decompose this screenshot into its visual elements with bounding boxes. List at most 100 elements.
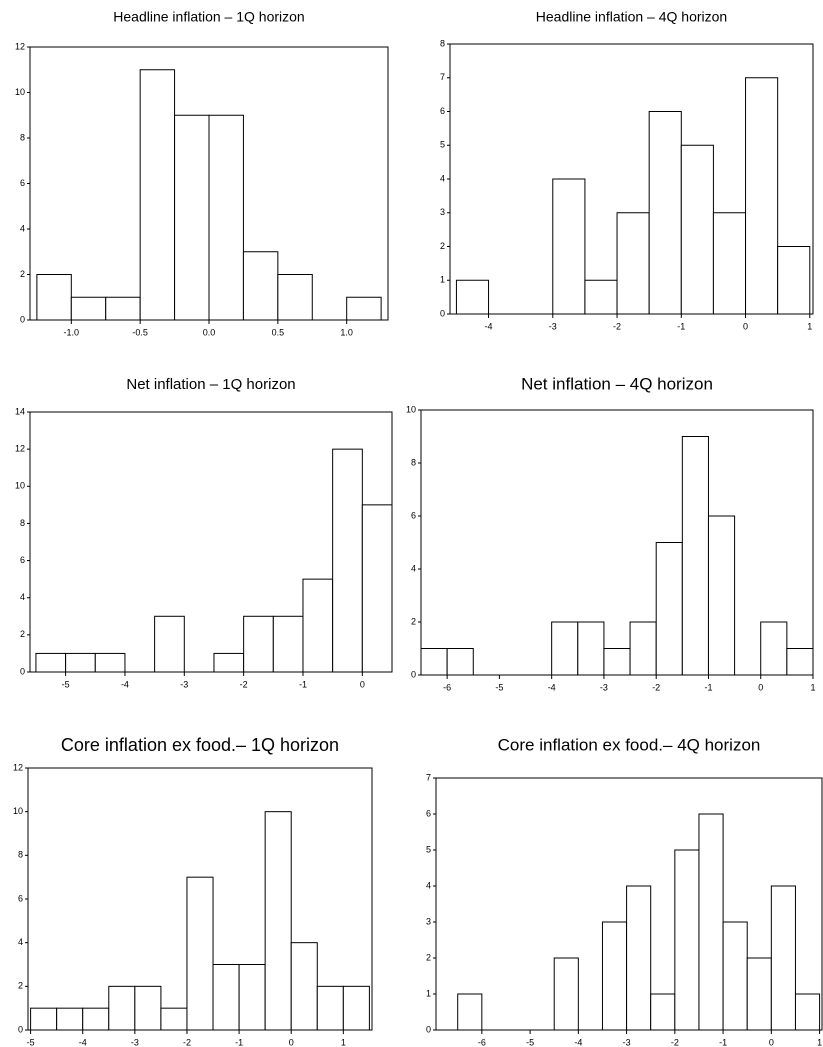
- x-tick-label: -4: [574, 1037, 582, 1047]
- x-tick-label: -1: [719, 1037, 727, 1047]
- histogram-bar: [342, 985, 370, 1031]
- y-tick-label: 0: [18, 1024, 23, 1034]
- histogram-bar: [712, 212, 747, 315]
- histogram-bar: [650, 993, 676, 1031]
- x-tick-label: -2: [240, 679, 248, 689]
- y-tick-label: 6: [18, 893, 23, 903]
- histogram-bar: [603, 648, 631, 676]
- y-tick-label: 7: [440, 72, 445, 82]
- y-tick-label: 0: [440, 308, 445, 318]
- y-tick-label: 2: [20, 269, 25, 279]
- x-tick-label: 0: [769, 1037, 774, 1047]
- x-tick-label: -3: [600, 682, 608, 692]
- chart-title: Net inflation – 1Q horizon: [126, 376, 295, 393]
- x-tick-label: -5: [27, 1037, 35, 1047]
- histogram-bar: [139, 69, 176, 321]
- y-tick-label: 1: [440, 275, 445, 285]
- histogram-bar: [674, 849, 700, 1031]
- histogram-bar: [290, 942, 318, 1031]
- y-tick-label: 6: [411, 510, 416, 520]
- histogram-bar: [707, 515, 736, 676]
- chart-title: Headline inflation – 4Q horizon: [536, 9, 727, 25]
- histogram-bar: [455, 279, 490, 315]
- y-tick-label: 0: [426, 1024, 431, 1034]
- histogram-bar: [722, 921, 748, 1031]
- histogram-bar: [746, 957, 772, 1031]
- x-tick-label: 0.0: [203, 327, 216, 337]
- y-tick-label: 6: [426, 808, 431, 818]
- x-tick-label: -6: [443, 682, 451, 692]
- x-tick-label: 1: [807, 321, 812, 331]
- y-tick-label: 6: [20, 178, 25, 188]
- histogram-bar: [242, 251, 279, 321]
- y-tick-label: 2: [426, 952, 431, 962]
- x-tick-label: 0: [743, 321, 748, 331]
- y-tick-label: 7: [426, 772, 431, 782]
- x-tick-label: 1: [817, 1037, 822, 1047]
- y-tick-label: 2: [440, 241, 445, 251]
- histogram-bar: [272, 615, 304, 673]
- y-tick-label: 6: [440, 106, 445, 116]
- y-tick-label: 12: [15, 41, 25, 51]
- histogram-bar: [680, 144, 714, 315]
- histogram-bar: [134, 985, 162, 1031]
- x-tick-label: 0: [758, 682, 763, 692]
- y-tick-label: 10: [13, 806, 23, 816]
- x-tick-label: -1: [235, 1037, 243, 1047]
- y-tick-label: 10: [15, 481, 25, 491]
- y-tick-label: 2: [411, 616, 416, 626]
- histogram-bar: [238, 964, 266, 1031]
- x-tick-label: -2: [671, 1037, 679, 1047]
- y-tick-label: 8: [440, 38, 445, 48]
- y-tick-label: 12: [13, 762, 23, 772]
- histogram-bar: [346, 296, 382, 321]
- histogram-bar: [65, 652, 96, 673]
- y-tick-label: 2: [18, 981, 23, 991]
- histogram-bar: [446, 648, 474, 676]
- histogram-bar: [82, 1007, 110, 1031]
- x-tick-label: -1.0: [64, 327, 80, 337]
- histogram-bar: [457, 993, 483, 1031]
- histogram-bar: [35, 652, 67, 673]
- histogram-bar: [105, 296, 141, 321]
- histogram-bar: [277, 274, 313, 321]
- histogram-bar: [648, 111, 682, 315]
- histogram-bar: [551, 621, 579, 676]
- y-tick-label: 4: [440, 173, 445, 183]
- y-tick-label: 8: [411, 457, 416, 467]
- x-tick-label: 1: [341, 1037, 346, 1047]
- histogram-bar: [208, 114, 244, 321]
- histogram-bar: [174, 114, 210, 321]
- histogram-bar: [108, 985, 136, 1031]
- x-tick-label: 0.5: [272, 327, 285, 337]
- x-tick-label: -5: [62, 679, 70, 689]
- x-tick-label: -3: [549, 321, 557, 331]
- histogram-bar: [777, 246, 811, 315]
- histogram-bar: [332, 448, 363, 673]
- y-tick-label: 4: [411, 563, 416, 573]
- y-tick-label: 8: [20, 132, 25, 142]
- x-tick-label: -2: [183, 1037, 191, 1047]
- histogram-bar: [420, 648, 448, 676]
- histogram-bar: [552, 178, 586, 315]
- histogram-bar: [626, 885, 652, 1031]
- y-tick-label: 4: [20, 223, 25, 233]
- x-tick-label: -1: [299, 679, 307, 689]
- histogram-bar: [655, 542, 683, 676]
- x-tick-label: -5: [526, 1037, 534, 1047]
- y-tick-label: 3: [440, 207, 445, 217]
- y-tick-label: 2: [20, 629, 25, 639]
- histogram-bar: [212, 964, 240, 1031]
- x-tick-label: -1: [677, 321, 685, 331]
- y-tick-label: 14: [15, 406, 25, 416]
- histogram-bar: [770, 885, 796, 1031]
- histogram-bar: [316, 985, 344, 1031]
- x-tick-label: -2: [613, 321, 621, 331]
- histogram-bar: [681, 436, 709, 676]
- x-tick-label: -3: [131, 1037, 139, 1047]
- x-tick-label: -5: [495, 682, 503, 692]
- x-tick-label: -4: [79, 1037, 87, 1047]
- x-tick-label: -4: [121, 679, 129, 689]
